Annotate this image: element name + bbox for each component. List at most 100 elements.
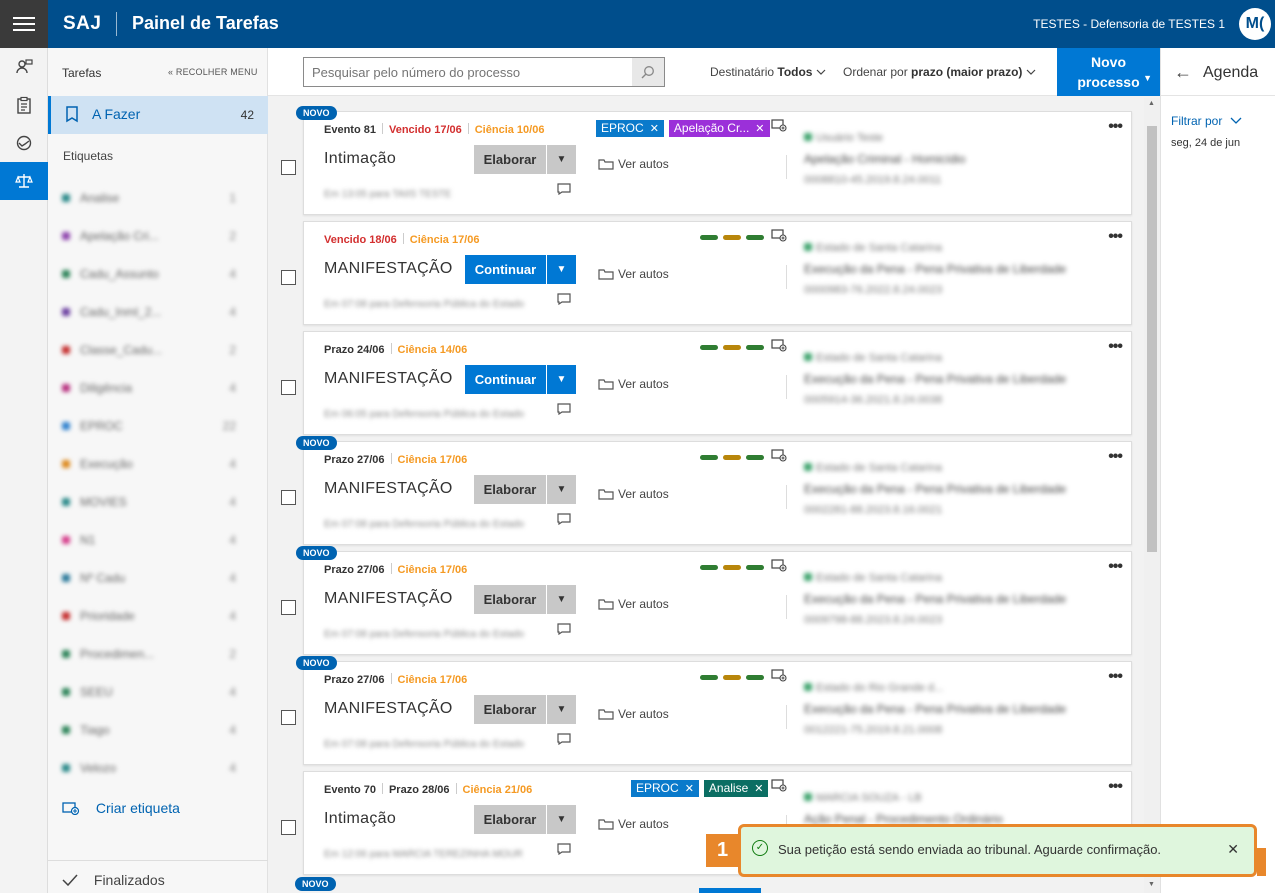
close-icon[interactable]: ✕	[649, 123, 659, 135]
task-checkbox[interactable]	[281, 380, 296, 395]
sidebar-item-finalizados[interactable]: Finalizados	[62, 872, 165, 888]
recipient-filter[interactable]: Destinatário Todos	[710, 65, 826, 79]
chevron-down-icon[interactable]: ▼	[547, 365, 576, 394]
add-tag-icon[interactable]	[771, 669, 787, 685]
task-card[interactable]: NOVO Evento 81 Vencido 17/06 Ciência 10/06 I…	[281, 106, 1132, 215]
tag-item[interactable]: Cadu_Inml_2... 4	[62, 302, 242, 322]
tag-item[interactable]: Cadu_Assunto 4	[62, 264, 242, 284]
close-icon[interactable]: ✕	[684, 783, 694, 795]
task-checkbox[interactable]	[281, 490, 296, 505]
chevron-down-icon[interactable]: ▼	[547, 695, 576, 724]
tag-item[interactable]: SEEU 4	[62, 682, 242, 702]
view-records-link[interactable]: Ver autos	[598, 707, 669, 721]
tag-item[interactable]: N1 4	[62, 530, 242, 550]
task-checkbox[interactable]	[281, 600, 296, 615]
close-icon[interactable]: ✕	[1227, 841, 1239, 857]
task-checkbox[interactable]	[281, 710, 296, 725]
hamburger-menu-icon[interactable]	[0, 0, 48, 48]
comment-icon[interactable]	[557, 403, 571, 418]
search-icon[interactable]	[632, 58, 664, 86]
task-action-button[interactable]: Elaborar ▼	[474, 585, 576, 614]
chevron-down-icon[interactable]: ▼	[547, 255, 576, 284]
chevron-down-icon[interactable]: ▼	[547, 475, 576, 504]
tag-item[interactable]: Analise 1	[62, 188, 242, 208]
task-card[interactable]: NOVO Prazo 27/06 Ciência 17/06 MANIFESTAÇÃO…	[281, 656, 1132, 765]
comment-icon[interactable]	[557, 183, 571, 198]
more-options-icon[interactable]: •••	[1108, 118, 1123, 135]
more-options-icon[interactable]: •••	[1108, 778, 1123, 795]
task-card[interactable]: NOVO Prazo 27/06 Ciência 17/06 MANIFESTAÇÃO…	[281, 546, 1132, 655]
more-options-icon[interactable]: •••	[1108, 668, 1123, 685]
task-action-button[interactable]: Elaborar ▼	[474, 805, 576, 834]
task-card[interactable]: NOVO Prazo 27/06 Ciência 17/06 MANIFESTAÇÃO…	[281, 436, 1132, 545]
task-checkbox[interactable]	[281, 160, 296, 175]
tag-item[interactable]: Tiago 4	[62, 720, 242, 740]
tag-item[interactable]: Prioridade 4	[62, 606, 242, 626]
add-tag-icon[interactable]	[771, 339, 787, 355]
tag-chip[interactable]: EPROC ✕	[631, 780, 699, 797]
agenda-filter-button[interactable]: Filtrar por	[1171, 114, 1242, 128]
task-action-button[interactable]: Continuar ▼	[465, 365, 576, 394]
arrow-left-icon[interactable]: ←	[1174, 62, 1192, 82]
tag-item[interactable]: MOVIES 4	[62, 492, 242, 512]
task-action-button[interactable]: Continuar ▼	[465, 255, 576, 284]
chevron-down-icon[interactable]: ▼	[547, 585, 576, 614]
task-action-button[interactable]: Elaborar ▼	[474, 475, 576, 504]
task-action-button[interactable]: Elaborar ▼	[474, 145, 576, 174]
more-options-icon[interactable]: •••	[1108, 338, 1123, 355]
view-records-link[interactable]: Ver autos	[598, 817, 669, 831]
add-tag-icon[interactable]	[771, 779, 787, 795]
more-options-icon[interactable]: •••	[1108, 448, 1123, 465]
scroll-down-icon[interactable]: ▼	[1148, 881, 1155, 888]
comment-icon[interactable]	[557, 843, 571, 858]
close-icon[interactable]: ✕	[755, 123, 765, 135]
comment-icon[interactable]	[557, 513, 571, 528]
task-action-button[interactable]: Elaborar ▼	[474, 695, 576, 724]
tag-chip[interactable]: Apelação Cr... ✕	[668, 120, 770, 137]
assign-user-icon[interactable]	[0, 48, 48, 86]
more-options-icon[interactable]: •••	[1108, 228, 1123, 245]
view-records-link[interactable]: Ver autos	[598, 377, 669, 391]
view-records-link[interactable]: Ver autos	[598, 597, 669, 611]
tag-item[interactable]: Apelação Cri... 2	[62, 226, 242, 246]
collapse-menu-button[interactable]: « RECOLHER MENU	[168, 67, 258, 77]
new-process-button[interactable]: Novo processo ▼	[1057, 48, 1160, 96]
tag-item[interactable]: Classe_Cadu... 2	[62, 340, 242, 360]
task-checkbox[interactable]	[281, 270, 296, 285]
chevron-down-icon[interactable]: ▼	[547, 145, 576, 174]
comment-icon[interactable]	[557, 293, 571, 308]
view-records-link[interactable]: Ver autos	[598, 487, 669, 501]
sort-dropdown[interactable]: Ordenar por prazo (maior prazo)	[843, 65, 1036, 79]
comment-icon[interactable]	[557, 733, 571, 748]
view-records-link[interactable]: Ver autos	[598, 267, 669, 281]
scales-of-justice-icon[interactable]	[0, 162, 48, 200]
tag-item[interactable]: Execução 4	[62, 454, 242, 474]
view-records-link[interactable]: Ver autos	[598, 157, 669, 171]
chevron-down-icon[interactable]: ▼	[547, 805, 576, 834]
task-card[interactable]: Prazo 24/06 Ciência 14/06 MANIFESTAÇÃO Cont…	[281, 331, 1132, 435]
tag-item[interactable]: Diligência 4	[62, 378, 242, 398]
task-checkbox[interactable]	[281, 820, 296, 835]
tag-item[interactable]: Procedimen... 2	[62, 644, 242, 664]
add-tag-icon[interactable]	[771, 119, 787, 135]
sidebar-item-a-fazer[interactable]: A Fazer 42	[48, 96, 268, 134]
scroll-up-icon[interactable]: ▲	[1148, 100, 1155, 107]
clipboard-list-icon[interactable]	[0, 86, 48, 124]
more-options-icon[interactable]: •••	[1108, 558, 1123, 575]
task-card[interactable]: Vencido 18/06 Ciência 17/06 MANIFESTAÇÃO Co…	[281, 221, 1132, 325]
create-tag-button[interactable]: Criar etiqueta	[62, 800, 180, 816]
close-icon[interactable]: ✕	[754, 783, 764, 795]
add-tag-icon[interactable]	[771, 559, 787, 575]
scrollbar-thumb[interactable]	[1147, 126, 1157, 552]
tag-chip[interactable]: EPROC ✕	[596, 120, 664, 137]
scrollbar[interactable]: ▲ ▼	[1144, 98, 1160, 893]
tag-item[interactable]: Velozo 4	[62, 758, 242, 778]
comment-icon[interactable]	[557, 623, 571, 638]
handshake-icon[interactable]	[0, 124, 48, 162]
avatar[interactable]: M(	[1239, 8, 1271, 40]
tag-item[interactable]: Nº Cadu 4	[62, 568, 242, 588]
user-organization[interactable]: TESTES - Defensoria de TESTES 1	[1033, 17, 1225, 31]
tag-chip[interactable]: Analise ✕	[703, 780, 769, 797]
add-tag-icon[interactable]	[771, 229, 787, 245]
add-tag-icon[interactable]	[771, 449, 787, 465]
